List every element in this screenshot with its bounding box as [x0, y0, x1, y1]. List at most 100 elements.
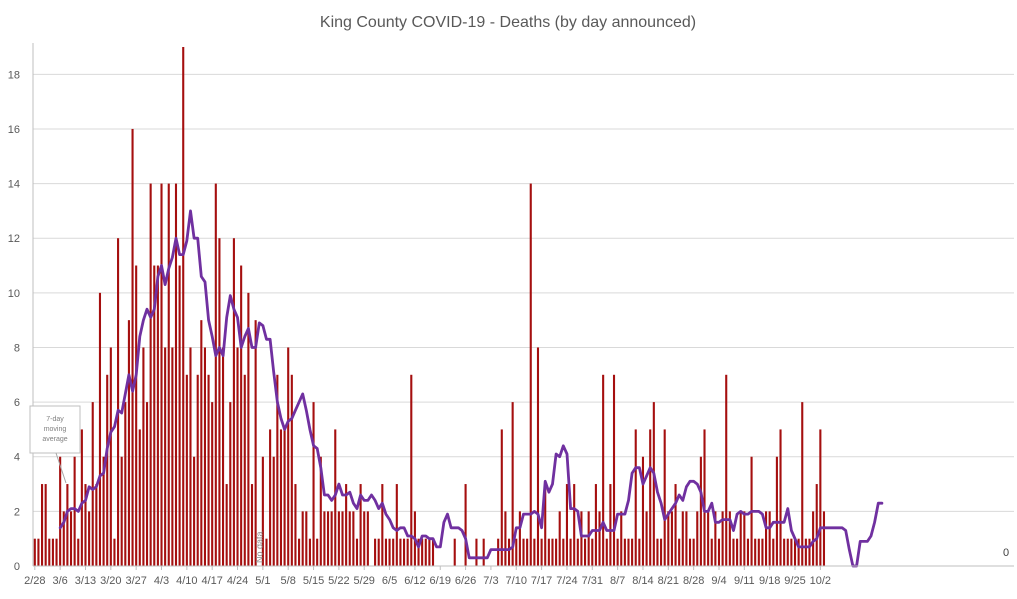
death-bar	[316, 538, 319, 566]
x-tick-label: 7/24	[556, 575, 577, 587]
x-tick-label: 6/12	[404, 575, 425, 587]
death-bar	[511, 402, 514, 566]
death-bar	[330, 511, 333, 566]
death-bar	[728, 511, 731, 566]
death-bar	[696, 511, 699, 566]
y-tick-label: 8	[14, 342, 20, 354]
death-bar	[576, 538, 579, 566]
y-tick-label: 12	[8, 233, 20, 245]
death-bar	[464, 484, 467, 566]
death-bar	[638, 538, 641, 566]
death-bar	[812, 511, 815, 566]
death-bar	[156, 265, 159, 566]
y-tick-label: 18	[8, 69, 20, 81]
callout-line-3: average	[42, 436, 67, 443]
moving-average-line	[58, 209, 884, 568]
death-bar	[670, 511, 673, 566]
death-bar	[620, 511, 623, 566]
death-bar	[406, 538, 409, 566]
death-bar	[779, 429, 782, 566]
death-bar	[652, 402, 655, 566]
death-bar	[59, 456, 62, 566]
x-tick-label: 4/24	[227, 575, 248, 587]
death-bar	[649, 429, 652, 566]
death-bar	[117, 238, 120, 567]
death-bar	[145, 402, 149, 566]
death-bar	[482, 538, 485, 566]
death-bar	[149, 183, 152, 566]
death-bar	[113, 538, 116, 566]
death-bar	[529, 183, 532, 566]
death-bar	[98, 292, 102, 566]
death-bar	[33, 538, 36, 566]
death-bar	[717, 538, 721, 566]
x-tick-label: 9/11	[734, 575, 755, 587]
death-bar	[44, 484, 47, 566]
death-bar	[290, 374, 293, 566]
death-bar	[765, 511, 768, 566]
death-bar	[421, 538, 424, 566]
death-bar	[707, 511, 710, 566]
death-bar	[602, 374, 605, 566]
death-bar	[124, 402, 127, 566]
death-bar	[540, 538, 543, 566]
x-tick-label: 10/2	[810, 575, 831, 587]
death-bar	[623, 538, 626, 566]
x-tick-label: 2/28	[24, 575, 45, 587]
death-bar	[558, 511, 561, 566]
death-bar	[754, 538, 757, 566]
death-bar	[218, 238, 221, 567]
death-bar	[41, 484, 44, 566]
y-tick-label: 4	[14, 452, 20, 464]
death-bar	[793, 538, 797, 566]
death-bar	[326, 511, 330, 566]
death-bar	[174, 183, 178, 566]
chart-title: King County COVID-19 - Deaths (by day an…	[320, 14, 696, 31]
callout-pointer	[55, 452, 67, 484]
x-tick-label: 8/21	[658, 575, 679, 587]
death-bar	[808, 538, 811, 566]
death-bar	[207, 374, 210, 566]
death-bar	[88, 511, 91, 566]
death-bar	[801, 402, 804, 566]
death-bar	[272, 456, 275, 566]
death-bar	[612, 374, 616, 566]
x-tick-label: 9/4	[711, 575, 726, 587]
death-bar	[569, 538, 572, 566]
death-bar	[507, 538, 511, 566]
death-bar	[211, 402, 214, 566]
death-bar	[428, 538, 431, 566]
death-bar	[732, 538, 735, 566]
death-bar	[410, 374, 413, 566]
x-tick-label: 5/29	[354, 575, 375, 587]
death-bar	[37, 538, 40, 566]
death-bar	[641, 456, 645, 566]
death-bar	[515, 538, 518, 566]
death-bar	[645, 511, 648, 566]
death-bar	[196, 374, 199, 566]
death-bar	[91, 402, 94, 566]
axes	[32, 43, 1014, 570]
death-bar	[739, 511, 742, 566]
death-bar	[95, 484, 98, 566]
end-value-label: 0	[1003, 547, 1009, 559]
death-bar	[341, 511, 344, 566]
death-bar	[736, 538, 739, 566]
death-bar	[384, 538, 387, 566]
death-bar	[69, 511, 73, 566]
death-bar	[254, 320, 257, 566]
death-bar	[573, 484, 576, 566]
death-bar	[294, 484, 297, 566]
death-bar	[214, 183, 217, 566]
death-bar	[232, 238, 235, 567]
death-bar	[374, 538, 377, 566]
x-tick-label: 9/18	[759, 575, 780, 587]
death-bar	[815, 484, 818, 566]
death-bar	[656, 538, 659, 566]
death-bar	[279, 429, 283, 566]
death-bar	[790, 538, 793, 566]
death-bar	[500, 429, 503, 566]
death-bar	[395, 484, 398, 566]
death-bar	[688, 538, 692, 566]
death-bar	[685, 511, 688, 566]
